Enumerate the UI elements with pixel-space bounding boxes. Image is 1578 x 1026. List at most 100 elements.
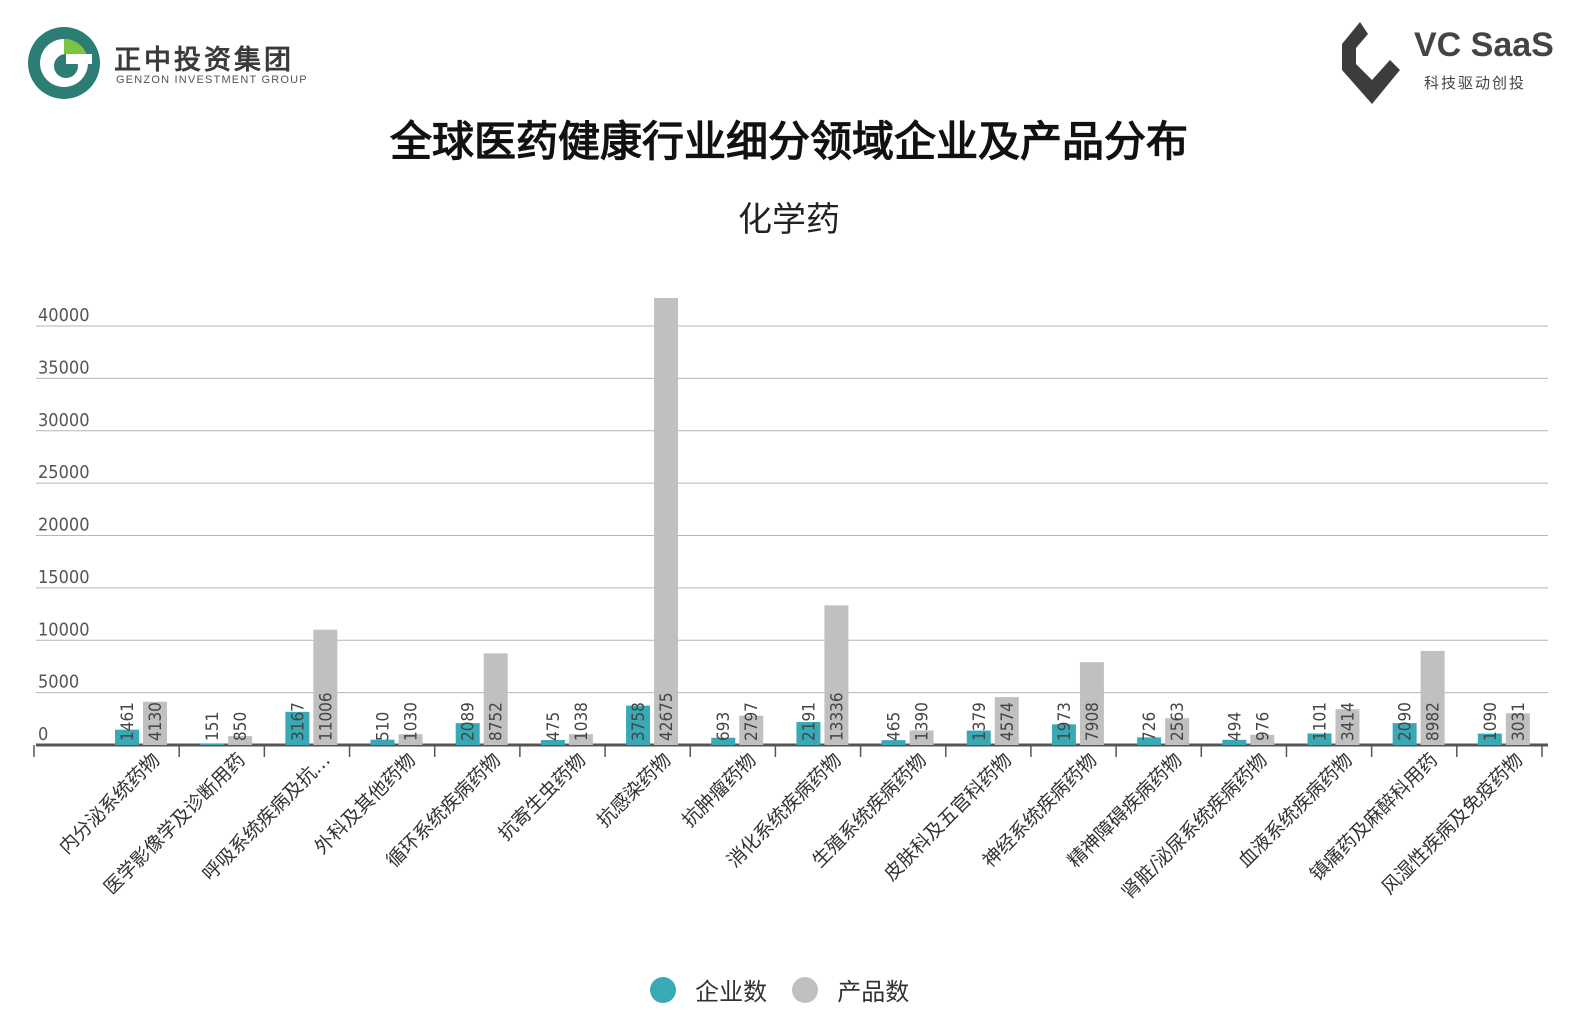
bar-product	[1505, 713, 1530, 745]
legend-swatch-company	[650, 976, 676, 1003]
data-label-company: 465	[885, 712, 905, 741]
bar-product	[1250, 734, 1275, 745]
bar-product	[994, 697, 1019, 745]
data-label-company: 510	[374, 712, 394, 741]
genzon-logo-name-cn: 正中投资集团	[114, 45, 294, 76]
bar-company	[540, 740, 565, 745]
bar-company	[285, 711, 310, 745]
data-label-company: 475	[544, 712, 564, 741]
bar-company	[1307, 733, 1332, 745]
bar-product	[1165, 718, 1190, 745]
bar-product	[739, 715, 764, 745]
y-tick-label: 35000	[38, 357, 90, 378]
x-tick-label: 抗肿瘤药物	[678, 749, 761, 832]
data-label-company: 1101	[1310, 702, 1330, 741]
bar-product	[909, 730, 934, 745]
x-tick-label: 风湿性疾病及免疫药物	[1377, 749, 1527, 899]
legend-item-product: 产品数	[792, 972, 909, 1007]
y-tick-label: 20000	[38, 515, 90, 536]
legend-label-company: 企业数	[695, 978, 768, 1006]
data-label-company: 3758	[629, 702, 649, 741]
bar-company	[1477, 733, 1502, 745]
y-tick-label: 25000	[38, 462, 90, 483]
bar-company	[455, 723, 480, 745]
y-tick-label: 30000	[38, 410, 90, 431]
x-tick-label: 抗感染药物	[593, 749, 676, 832]
vc-saas-brand: VC SaaS	[1414, 26, 1554, 64]
bar-company	[626, 705, 651, 745]
vc-saas-slogan: 科技驱动创投	[1424, 74, 1527, 92]
legend-item-company: 企业数	[650, 972, 767, 1007]
bar-chart: 0 5000 10000 15000 20000 25000 30000 35000 40000…	[33, 298, 1548, 903]
vc-saas-logo-icon	[1342, 22, 1400, 104]
genzon-logo-name-en: GENZON INVESTMENT GROUP	[116, 74, 308, 86]
x-tick-label: 肾脏/泌尿系统疾病药物	[1117, 749, 1271, 903]
y-tick-label: 10000	[38, 619, 90, 640]
data-label-product: 8752	[487, 702, 507, 741]
legend-swatch-product	[792, 976, 819, 1003]
data-label-product: 850	[231, 712, 251, 741]
chart-legend: 企业数 产品数	[650, 972, 929, 1008]
data-label-product: 4130	[146, 702, 166, 741]
bar-product	[228, 736, 253, 745]
bar-company	[881, 740, 906, 745]
bar-company	[1392, 723, 1417, 745]
bar-company	[1137, 737, 1162, 745]
bar-product	[398, 734, 423, 745]
bar-product	[1079, 662, 1104, 745]
data-label-product: 2797	[742, 702, 762, 741]
bar-product	[483, 653, 508, 745]
bar-company	[370, 739, 395, 745]
y-tick-label: 15000	[38, 567, 90, 588]
y-tick-label: 0	[38, 724, 48, 745]
genzon-logo-icon	[28, 27, 100, 99]
data-label-product: 976	[1253, 712, 1273, 741]
bar-company	[796, 722, 821, 745]
data-label-product: 11006	[316, 692, 336, 741]
bar-company	[1222, 739, 1247, 745]
bar-company	[966, 730, 991, 745]
chart-title: 全球医药健康行业细分领域企业及产品分布	[389, 117, 1188, 166]
data-label-company: 151	[203, 712, 223, 741]
data-label-product: 2563	[1168, 702, 1188, 741]
genzon-logo: 正中投资集团 GENZON INVESTMENT GROUP	[26, 24, 346, 104]
data-label-company: 3167	[288, 702, 308, 741]
bar-product	[824, 605, 849, 745]
legend-label-product: 产品数	[837, 978, 910, 1006]
bar-company	[711, 737, 736, 745]
bar-company	[1051, 724, 1076, 745]
chart-subtitle: 化学药	[738, 200, 840, 240]
data-label-company: 2089	[459, 702, 479, 741]
x-tick-label: 抗寄生虫药物	[494, 749, 590, 845]
data-label-company: 1461	[118, 702, 138, 741]
vc-saas-logo: VC SaaS 科技驱动创投	[1338, 20, 1558, 110]
data-label-company: 494	[1225, 712, 1245, 741]
data-label-company: 1090	[1481, 702, 1501, 741]
data-label-company: 2191	[799, 702, 819, 741]
data-label-product: 1030	[402, 702, 422, 741]
bar-product	[143, 701, 167, 745]
data-label-company: 1973	[1055, 702, 1075, 741]
data-label-product: 4574	[998, 702, 1018, 741]
data-label-company: 726	[1140, 712, 1160, 741]
bar-product	[1335, 709, 1360, 745]
bar-product	[568, 734, 593, 745]
bar-product	[654, 298, 679, 745]
data-label-product: 1390	[913, 702, 933, 741]
bar-product	[313, 629, 338, 745]
data-label-product: 7908	[1083, 702, 1103, 741]
data-label-company: 2090	[1396, 702, 1416, 741]
y-tick-label: 5000	[38, 672, 79, 693]
data-label-product: 3031	[1509, 702, 1529, 741]
x-tick-label: 医学影像学及诊断用药	[100, 749, 250, 899]
data-label-product: 3414	[1338, 702, 1358, 741]
bar-product	[1420, 650, 1445, 745]
data-label-product: 13336	[827, 692, 847, 741]
bar-company	[115, 729, 139, 745]
y-tick-label: 40000	[38, 305, 90, 326]
data-label-company: 693	[714, 712, 734, 741]
data-label-company: 1379	[970, 702, 990, 741]
bar-company	[200, 743, 225, 745]
data-label-product: 1038	[572, 702, 592, 741]
data-label-product: 42675	[657, 692, 677, 741]
